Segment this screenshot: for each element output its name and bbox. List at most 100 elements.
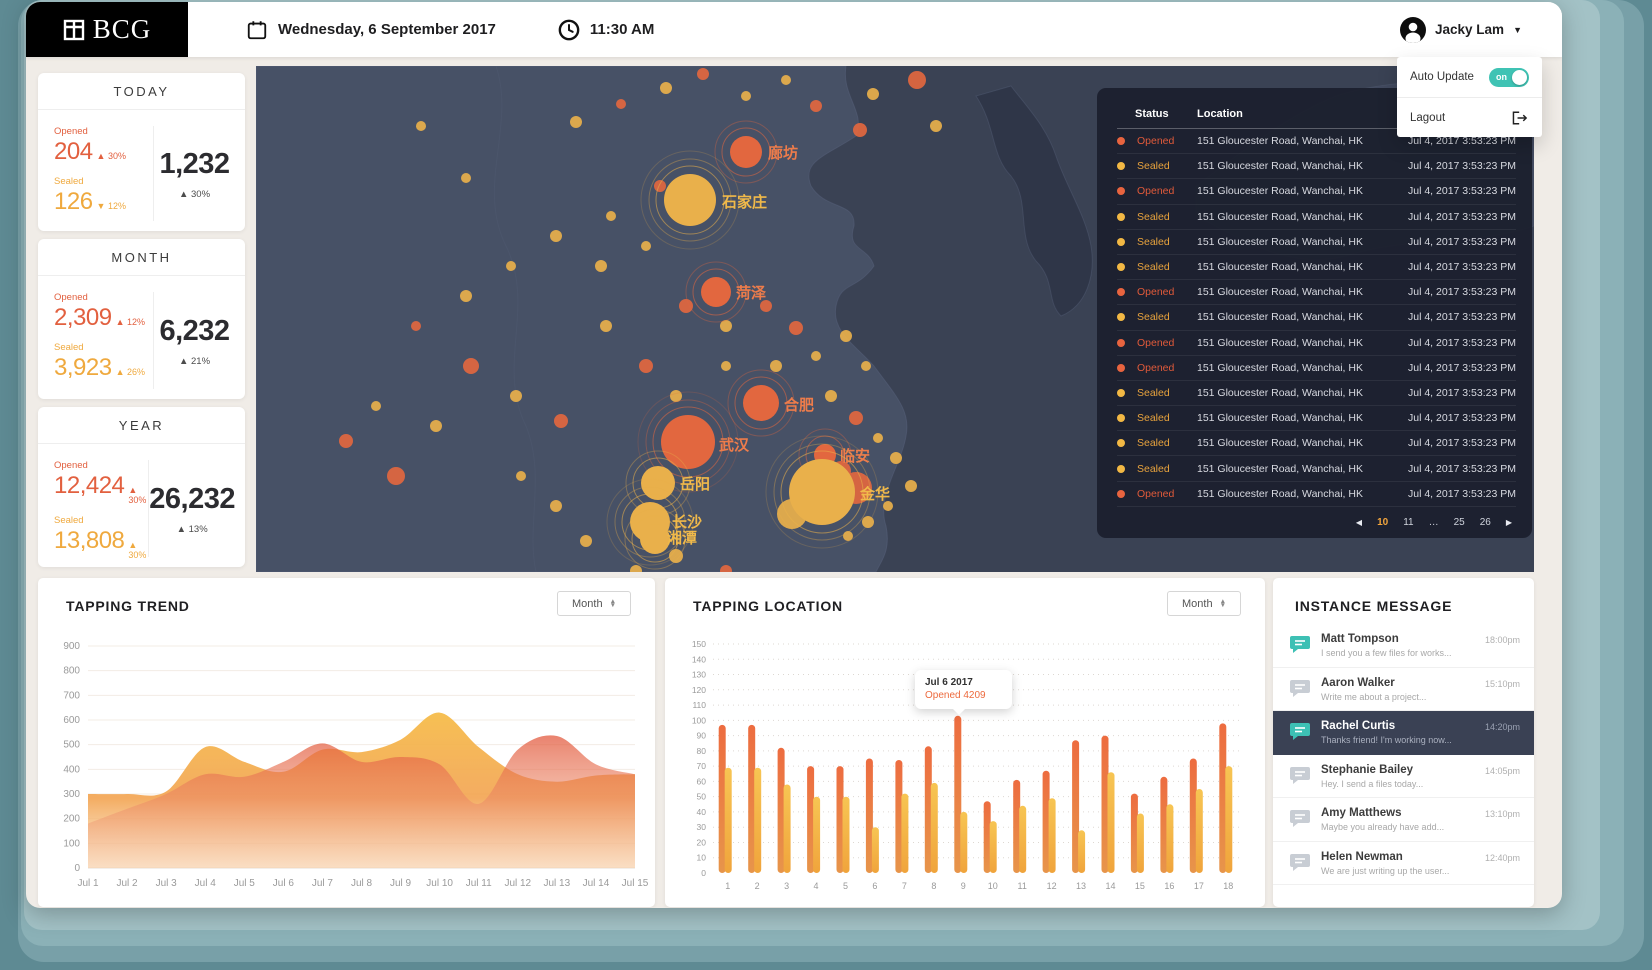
y-tick-label: 20	[697, 837, 707, 847]
pagination-prev[interactable]: ◀	[1355, 517, 1363, 527]
bar-sealed[interactable]	[1225, 766, 1233, 873]
message-item[interactable]: Aaron Walker Write me about a project... 1…	[1273, 668, 1534, 711]
bar-sealed[interactable]	[724, 767, 732, 873]
bar-sealed[interactable]	[1136, 813, 1144, 874]
table-row[interactable]: Opened 151 Gloucester Road, Wanchai, HK Ju…	[1117, 179, 1516, 205]
bar-opened[interactable]	[1189, 758, 1197, 874]
city-bubble[interactable]: 武汉	[637, 391, 750, 493]
location-cell: 151 Gloucester Road, Wanchai, HK	[1197, 336, 1363, 349]
city-bubble[interactable]: 菏泽	[685, 261, 766, 323]
bar-sealed[interactable]	[813, 796, 821, 873]
city-bubble[interactable]: 廊坊	[714, 120, 798, 184]
bar-sealed[interactable]	[1048, 798, 1056, 873]
table-row[interactable]: Opened 151 Gloucester Road, Wanchai, HK Ju…	[1117, 482, 1516, 507]
bar-opened[interactable]	[865, 758, 873, 874]
bar-opened[interactable]	[1013, 779, 1021, 873]
bar-opened[interactable]	[777, 747, 785, 873]
city-bubble[interactable]: 合肥	[727, 369, 814, 437]
bar-sealed[interactable]	[960, 811, 968, 873]
bar-opened[interactable]	[1219, 723, 1227, 873]
bar-opened[interactable]	[807, 766, 815, 873]
map-dot	[789, 321, 803, 335]
pagination-page[interactable]: 26	[1479, 516, 1491, 528]
bar-sealed[interactable]	[1166, 804, 1174, 873]
bar-opened[interactable]	[1130, 793, 1138, 873]
message-time: 18:00pm	[1484, 635, 1520, 645]
pagination-page[interactable]: 25	[1453, 516, 1465, 528]
bar-opened[interactable]	[895, 760, 903, 873]
bar-sealed[interactable]	[989, 821, 997, 873]
pagination-page[interactable]: 10	[1377, 516, 1389, 528]
message-preview: Maybe you already have add...	[1321, 822, 1445, 832]
message-item[interactable]: Matt Tompson I send you a few files for w…	[1273, 624, 1534, 668]
stat-card-year: YEAR Opened 12,424 ▲ 30% Sealed 13,808 ▲ 30% 26…	[38, 407, 245, 567]
mainland-shape	[256, 66, 908, 572]
location-period-select[interactable]: Month ▲ ▼	[1167, 591, 1241, 616]
x-tick-label: 7	[902, 881, 907, 891]
card-period-title: TODAY	[38, 73, 245, 110]
table-row[interactable]: Opened 151 Gloucester Road, Wanchai, HK Ju…	[1117, 356, 1516, 381]
table-row[interactable]: Opened 151 Gloucester Road, Wanchai, HK Ju…	[1117, 280, 1516, 306]
logout-item[interactable]: Lagout	[1397, 97, 1542, 137]
city-bubble[interactable]: 石家庄	[640, 150, 767, 250]
bar-sealed[interactable]	[754, 767, 762, 873]
pagination-next[interactable]: ▶	[1505, 517, 1512, 527]
message-item[interactable]: Rachel Curtis Thanks friend! I'm working …	[1273, 711, 1534, 755]
bar-sealed[interactable]	[1019, 805, 1027, 873]
y-tick-label: 150	[692, 639, 706, 649]
bar-opened[interactable]	[1072, 740, 1080, 873]
bar-opened[interactable]	[718, 724, 726, 873]
opened-label: Opened	[54, 460, 88, 471]
bar-sealed[interactable]	[871, 827, 879, 873]
bar-sealed[interactable]	[901, 793, 909, 873]
trend-period-select[interactable]: Month ▲ ▼	[557, 591, 631, 616]
table-row[interactable]: Sealed 151 Gloucester Road, Wanchai, HK Ju…	[1117, 456, 1516, 482]
bar-opened[interactable]	[836, 766, 844, 873]
area-chart: 0 100 200 300 400 500 600 700 800 900 Jul 1 Jul 2 Ju…	[63, 641, 648, 889]
bar-sealed[interactable]	[1195, 789, 1203, 873]
time-display: 11:30 AM	[558, 19, 654, 41]
city-bubble[interactable]: 金华	[765, 435, 890, 549]
bar-sealed[interactable]	[930, 782, 938, 873]
map-dot	[853, 123, 867, 137]
card-period-title: YEAR	[38, 407, 245, 444]
x-tick-label: Jul 4	[195, 878, 217, 889]
bar-opened[interactable]	[954, 715, 962, 873]
city-label: 湘潭	[667, 529, 697, 547]
table-row[interactable]: Sealed 151 Gloucester Road, Wanchai, HK Ju…	[1117, 381, 1516, 407]
card-metrics: Opened 2,309 ▲ 12% Sealed 3,923 ▲ 26%	[54, 292, 154, 389]
x-tick-label: Jul 5	[234, 878, 256, 889]
message-item[interactable]: Amy Matthews Maybe you already have add..…	[1273, 798, 1534, 842]
table-row[interactable]: Sealed 151 Gloucester Road, Wanchai, HK Ju…	[1117, 230, 1516, 255]
map-dot	[570, 116, 582, 128]
pagination-page[interactable]: …	[1428, 516, 1439, 528]
bar-opened[interactable]	[983, 801, 991, 873]
sealed-delta: ▲ 30%	[128, 540, 147, 560]
bar-opened[interactable]	[924, 746, 932, 873]
bar-sealed[interactable]	[783, 784, 791, 874]
user-menu-button[interactable]: Jacky Lam ▼	[1400, 16, 1522, 43]
auto-update-toggle[interactable]: on	[1489, 67, 1529, 87]
table-row[interactable]: Sealed 151 Gloucester Road, Wanchai, HK Ju…	[1117, 205, 1516, 230]
message-time: 14:20pm	[1484, 722, 1520, 732]
table-row[interactable]: Sealed 151 Gloucester Road, Wanchai, HK Ju…	[1117, 255, 1516, 281]
bar-opened[interactable]	[1160, 776, 1168, 873]
time-cell: Jul 4, 2017 3:53:23 PM	[1408, 311, 1516, 324]
bar-sealed[interactable]	[1078, 830, 1086, 873]
bar-opened[interactable]	[1101, 735, 1109, 873]
table-row[interactable]: Sealed 151 Gloucester Road, Wanchai, HK Ju…	[1117, 406, 1516, 432]
message-item[interactable]: Helen Newman We are just writing up the u…	[1273, 842, 1534, 885]
pagination-page[interactable]: 11	[1403, 516, 1414, 528]
table-row[interactable]: Opened 151 Gloucester Road, Wanchai, HK Ju…	[1117, 331, 1516, 356]
city-bubble[interactable]: 湘潭	[624, 508, 697, 570]
x-tick-label: 1	[725, 881, 730, 891]
bar-opened[interactable]	[748, 724, 756, 873]
table-row[interactable]: Opened 151 Gloucester Road, Wanchai, HK Ju…	[1117, 129, 1516, 155]
table-row[interactable]: Sealed 151 Gloucester Road, Wanchai, HK Ju…	[1117, 431, 1516, 457]
table-row[interactable]: Sealed 151 Gloucester Road, Wanchai, HK Ju…	[1117, 154, 1516, 180]
message-item[interactable]: Stephanie Bailey Hey. I send a files toda…	[1273, 755, 1534, 798]
bar-sealed[interactable]	[842, 796, 850, 873]
bar-opened[interactable]	[1042, 770, 1050, 873]
table-row[interactable]: Sealed 151 Gloucester Road, Wanchai, HK Ju…	[1117, 305, 1516, 331]
bar-sealed[interactable]	[1107, 772, 1115, 873]
